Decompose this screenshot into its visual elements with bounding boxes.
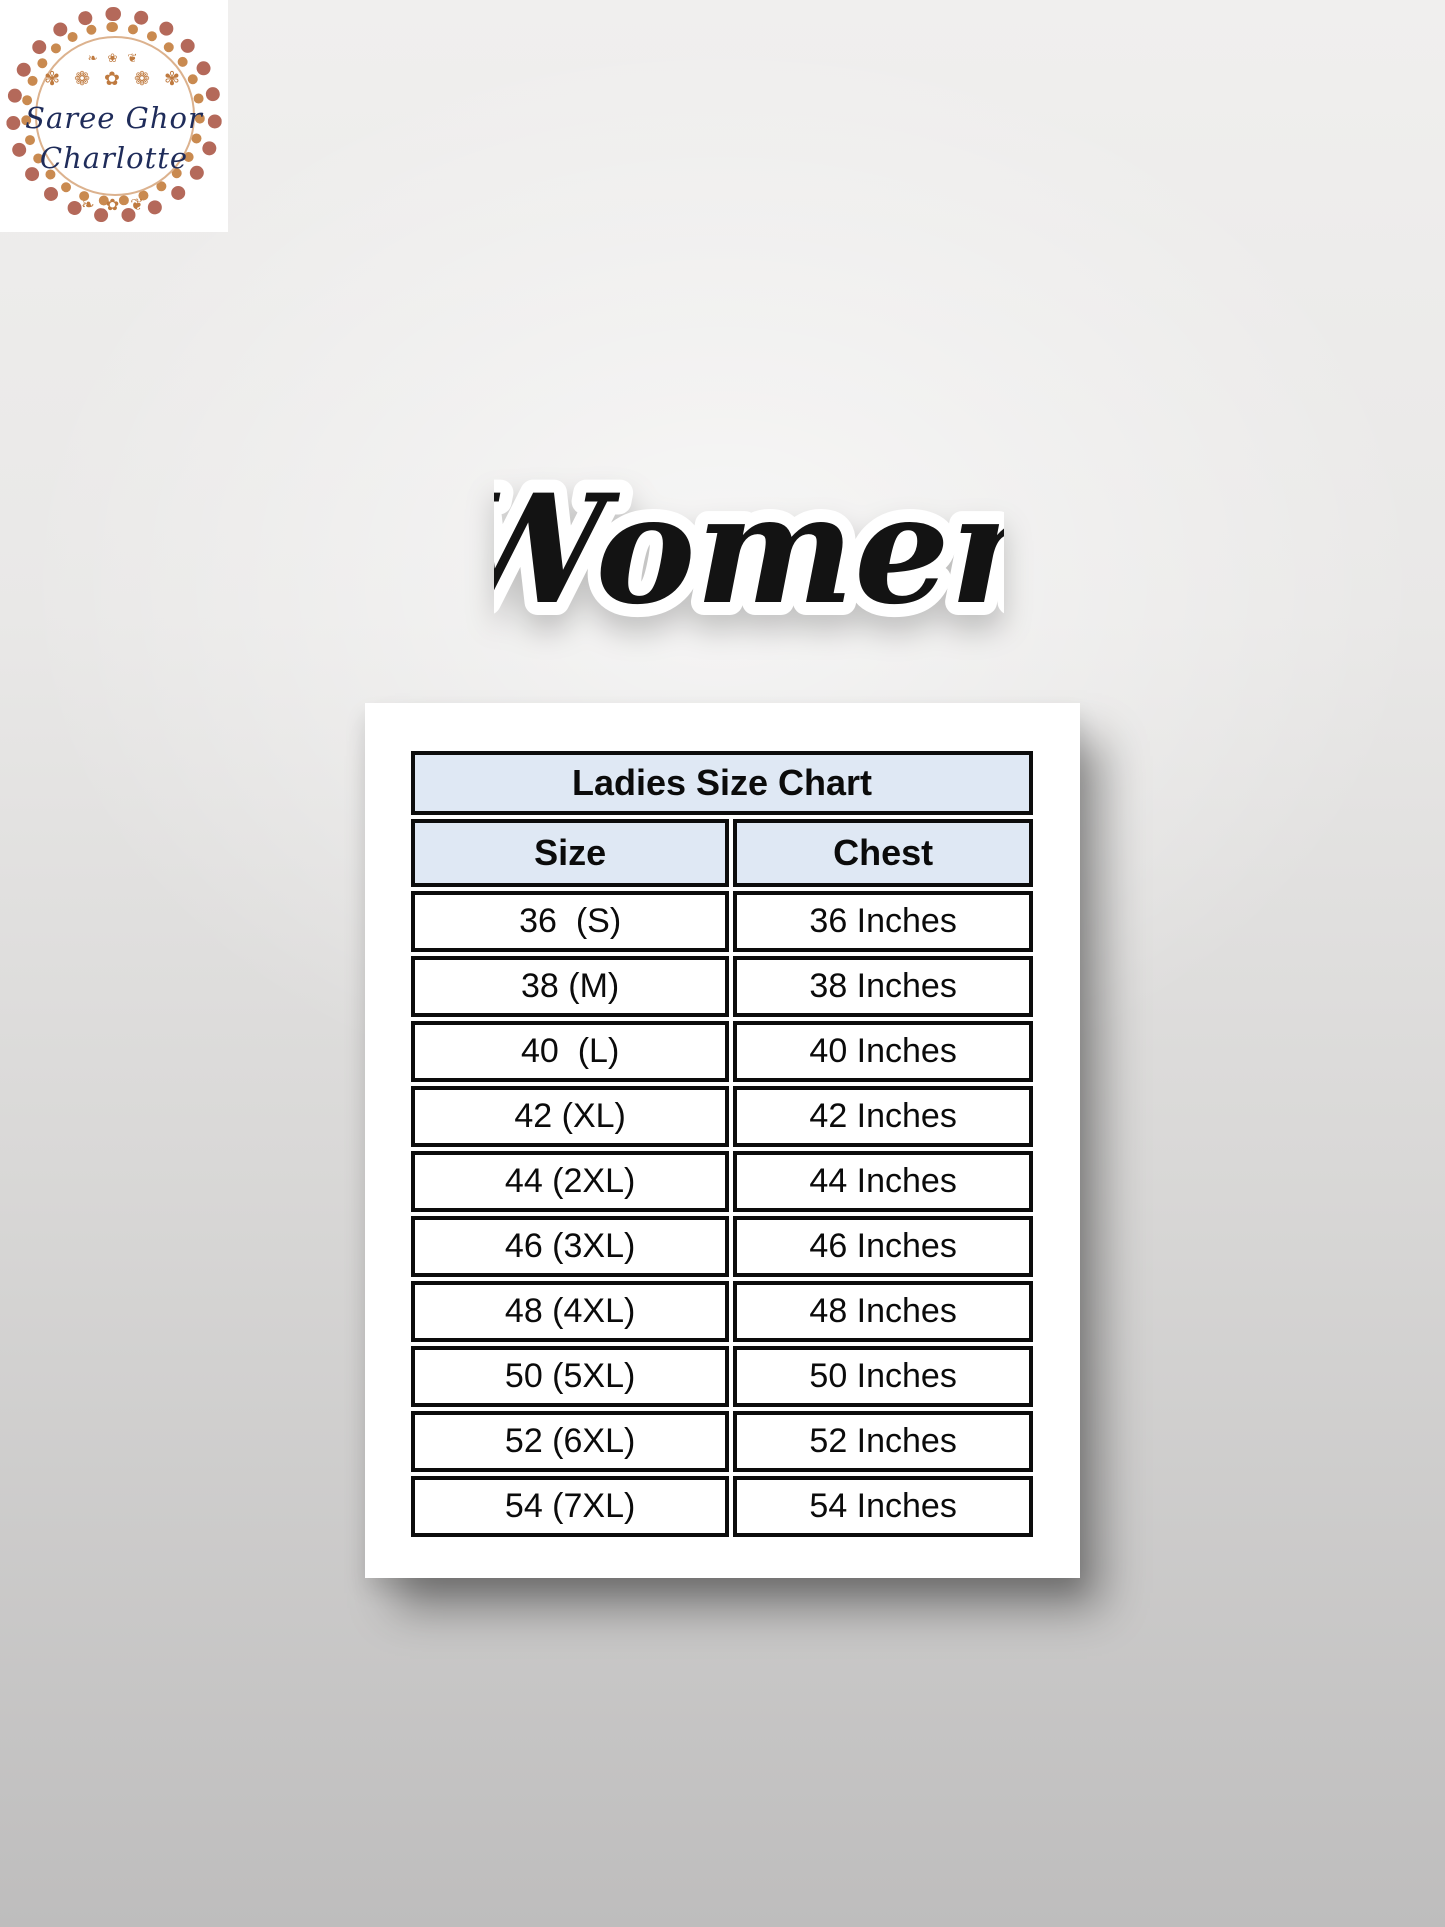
chest-cell: 54 Inches (733, 1476, 1033, 1537)
chest-cell: 44 Inches (733, 1151, 1033, 1212)
table-header-row: Size Chest (411, 819, 1033, 887)
page-title: Women (494, 474, 1004, 638)
table-row: 50 (5XL) 50 Inches (411, 1346, 1033, 1407)
size-cell: 52 (6XL) (411, 1411, 730, 1472)
chest-cell: 52 Inches (733, 1411, 1033, 1472)
table-row: 38 (M) 38 Inches (411, 956, 1033, 1017)
chest-cell: 42 Inches (733, 1086, 1033, 1147)
chest-cell: 46 Inches (733, 1216, 1033, 1277)
table-row: 48 (4XL) 48 Inches (411, 1281, 1033, 1342)
logo-brand-name-line2: Charlotte (39, 141, 189, 175)
women-title-svg: Women (426, 449, 1071, 651)
size-cell: 42 (XL) (411, 1086, 730, 1147)
table-title: Ladies Size Chart (411, 751, 1033, 815)
logo-thin-ring-icon (35, 36, 195, 196)
table-title-row: Ladies Size Chart (411, 751, 1033, 815)
table-body: 36 (S) 36 Inches 38 (M) 38 Inches 40 (L) 40 I… (411, 891, 1033, 1537)
women-title-sticker: Women (426, 449, 1071, 664)
size-chart-table: Ladies Size Chart Size Chest 36 (S) 36 In… (407, 747, 1037, 1541)
brand-logo: ❧ ❀ ❦ ✾ ❁ ✿ ❁ ✾ Saree Ghor Charlotte ❧ ✿… (0, 0, 228, 232)
chest-cell: 40 Inches (733, 1021, 1033, 1082)
size-cell: 40 (L) (411, 1021, 730, 1082)
column-header-chest: Chest (733, 819, 1033, 887)
chest-cell: 50 Inches (733, 1346, 1033, 1407)
table-row: 36 (S) 36 Inches (411, 891, 1033, 952)
chest-cell: 36 Inches (733, 891, 1033, 952)
chest-cell: 48 Inches (733, 1281, 1033, 1342)
logo-top-ornament-large-icon: ✾ ❁ ✿ ❁ ✾ (44, 68, 184, 90)
size-cell: 36 (S) (411, 891, 730, 952)
size-cell: 48 (4XL) (411, 1281, 730, 1342)
size-chart-card: Ladies Size Chart Size Chest 36 (S) 36 In… (365, 703, 1080, 1578)
logo-brand-name-line1: Saree Ghor (25, 101, 203, 135)
table-row: 46 (3XL) 46 Inches (411, 1216, 1033, 1277)
table-row: 44 (2XL) 44 Inches (411, 1151, 1033, 1212)
size-cell: 44 (2XL) (411, 1151, 730, 1212)
table-row: 52 (6XL) 52 Inches (411, 1411, 1033, 1472)
table-row: 42 (XL) 42 Inches (411, 1086, 1033, 1147)
logo-bottom-ornament-icon: ❧ ✿ ❦ (81, 195, 147, 214)
column-header-size: Size (411, 819, 730, 887)
chest-cell: 38 Inches (733, 956, 1033, 1017)
logo-lace-ring-inner-icon (21, 22, 205, 206)
size-cell: 54 (7XL) (411, 1476, 730, 1537)
size-cell: 38 (M) (411, 956, 730, 1017)
size-cell: 46 (3XL) (411, 1216, 730, 1277)
table-row: 40 (L) 40 Inches (411, 1021, 1033, 1082)
table-row: 54 (7XL) 54 Inches (411, 1476, 1033, 1537)
logo-top-ornament-small-icon: ❧ ❀ ❦ (87, 51, 141, 65)
size-cell: 50 (5XL) (411, 1346, 730, 1407)
